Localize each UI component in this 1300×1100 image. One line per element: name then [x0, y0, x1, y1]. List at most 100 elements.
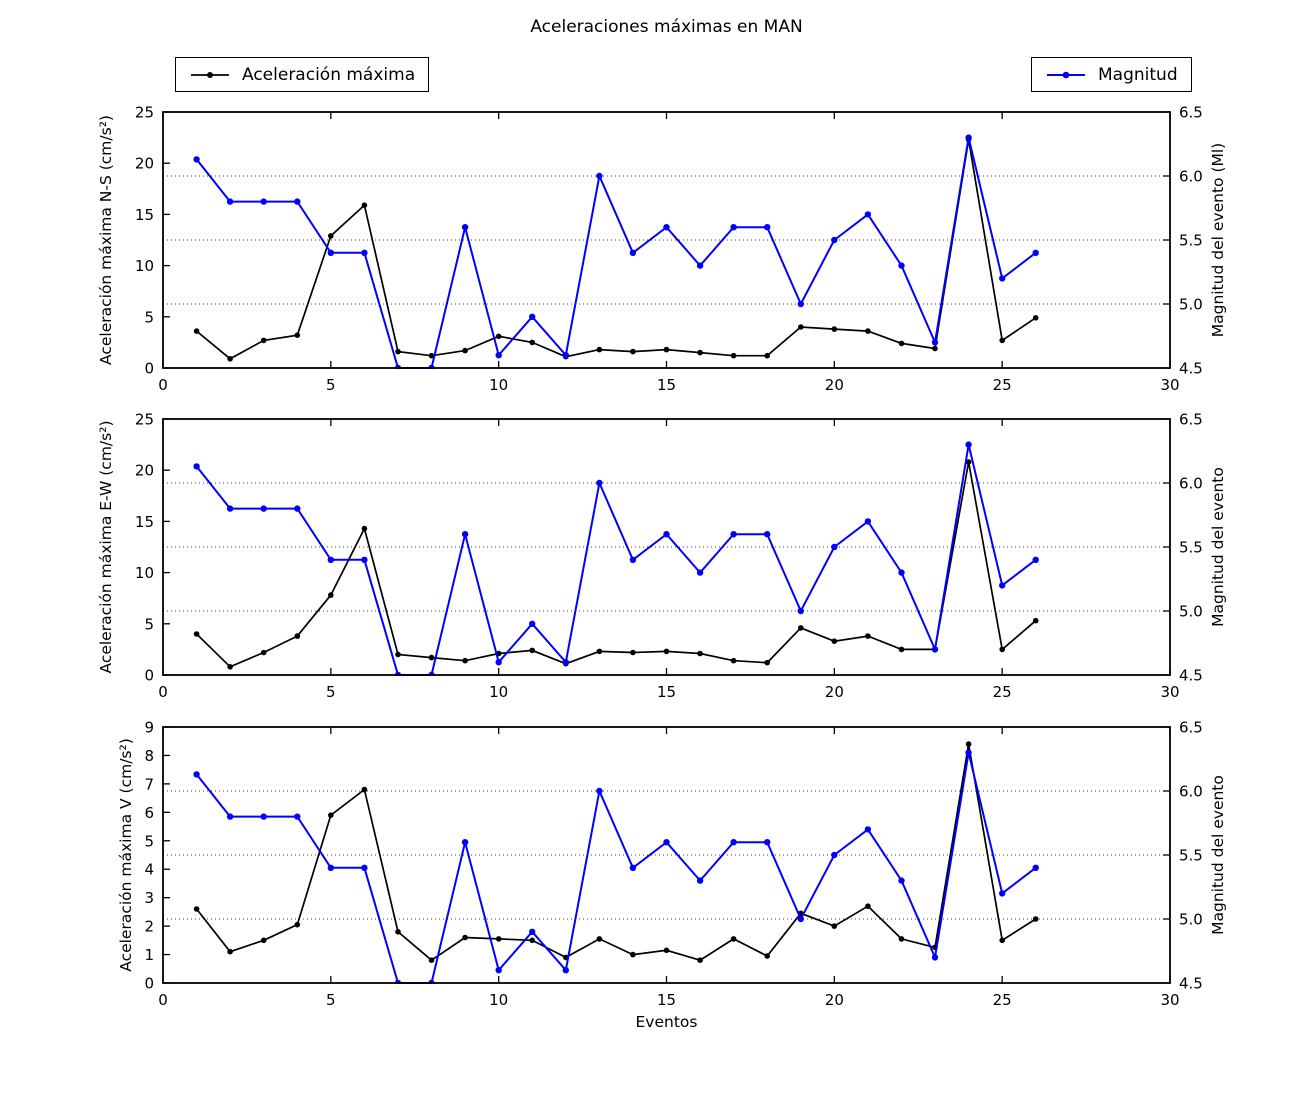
- data-point-marker: [999, 646, 1005, 653]
- data-point-marker: [697, 650, 703, 657]
- plot-frame: [162, 418, 1171, 676]
- y-tick-label-left: 10: [135, 257, 154, 275]
- y-axis-label-magnitud-3: Magnitud del evento: [1209, 775, 1227, 935]
- data-point-marker: [294, 813, 301, 820]
- x-tick-label: 15: [657, 683, 676, 701]
- data-point-marker: [226, 505, 234, 512]
- x-tick-label: 30: [1160, 991, 1179, 1009]
- data-point-marker: [630, 649, 636, 656]
- data-point-marker: [931, 646, 939, 653]
- data-point-marker: [898, 646, 905, 653]
- legend-aceleracion: Aceleración máxima: [175, 57, 430, 92]
- series-line: [195, 444, 1037, 676]
- data-point-marker: [1032, 916, 1039, 922]
- x-axis-label: Eventos: [635, 1013, 698, 1031]
- x-tick-label: 15: [657, 376, 676, 394]
- x-tick-label: 20: [825, 683, 844, 701]
- y-axis-label-magnitud-1: Magnitud del evento (Ml): [1209, 142, 1227, 338]
- x-tick-label: 5: [326, 683, 336, 701]
- data-point-marker: [797, 607, 804, 615]
- x-tick-label: 15: [657, 991, 676, 1009]
- data-point-marker: [529, 313, 536, 320]
- data-point-marker: [294, 921, 301, 928]
- data-point-marker: [730, 839, 737, 846]
- data-point-marker: [596, 936, 603, 942]
- y-tick-label-right: 5.5: [1179, 847, 1203, 865]
- data-point-marker: [361, 786, 368, 793]
- data-point-marker: [764, 659, 770, 666]
- data-point-marker: [663, 648, 670, 655]
- y-tick-label-left: 4: [144, 861, 154, 879]
- series-aceleracion: [193, 459, 1039, 670]
- y-tick-label-left: 2: [144, 918, 154, 936]
- data-point-marker: [898, 340, 905, 347]
- y-tick-label-right: 6.5: [1179, 411, 1203, 429]
- data-point-marker: [327, 556, 334, 563]
- series-aceleracion: [193, 741, 1039, 963]
- data-point-marker: [696, 569, 704, 576]
- data-point-marker: [462, 934, 468, 941]
- data-point-marker: [764, 531, 771, 538]
- data-point-marker: [495, 333, 502, 340]
- data-point-marker: [696, 262, 704, 269]
- data-point-marker: [361, 556, 368, 563]
- y-tick-label-right: 6.0: [1179, 475, 1203, 493]
- series-aceleracion: [193, 136, 1039, 362]
- series-line: [195, 743, 1037, 962]
- x-tick-label: 5: [326, 991, 336, 1009]
- data-point-marker: [730, 224, 737, 231]
- data-point-marker: [663, 839, 670, 846]
- y-tick-label-left: 0: [144, 667, 154, 685]
- data-point-marker: [596, 479, 603, 487]
- data-point-marker: [294, 198, 301, 205]
- data-point-marker: [1032, 315, 1039, 321]
- data-point-marker: [764, 224, 771, 231]
- data-point-marker: [831, 543, 838, 551]
- y-tick-label-left: 15: [135, 206, 154, 224]
- y-tick-label-left: 7: [144, 775, 154, 793]
- y-tick-label-left: 8: [144, 747, 154, 765]
- data-point-marker: [361, 864, 368, 871]
- data-point-marker: [865, 328, 871, 334]
- series-line: [195, 752, 1037, 984]
- data-point-marker: [294, 505, 301, 512]
- data-point-marker: [629, 556, 637, 563]
- data-point-marker: [495, 352, 502, 359]
- data-point-marker: [395, 651, 401, 658]
- data-point-marker: [663, 224, 670, 231]
- data-point-marker: [864, 826, 872, 833]
- data-point-marker: [931, 954, 939, 961]
- data-point-marker: [529, 339, 535, 346]
- data-point-marker: [328, 812, 334, 818]
- y-tick-label-right: 4.5: [1179, 667, 1203, 685]
- data-point-marker: [764, 953, 770, 959]
- y-axis-label-ew: Aceleración máxima E-W (cm/s²): [97, 420, 115, 674]
- x-tick-label: 25: [993, 376, 1012, 394]
- data-point-marker: [697, 957, 703, 963]
- data-point-marker: [965, 459, 972, 465]
- data-point-marker: [898, 569, 905, 576]
- data-point-marker: [227, 664, 233, 670]
- x-tick-label: 0: [158, 991, 168, 1009]
- y-tick-label-left: 25: [135, 411, 154, 429]
- subplot-1: 0 5 10 15 20 25 30 0 5 10 15 20 25 4.5 5.0 5.5 6.0 6.5: [135, 104, 1203, 395]
- subplot-3: 0 5 10 15 20 25 30 0 1 2 3 4 5 6 7 8 9 4.5 5.0 5.5 6.0 6.5: [144, 719, 1202, 1010]
- data-point-marker: [663, 346, 670, 353]
- legend-magnitud-label: Magnitud: [1098, 64, 1178, 85]
- data-point-marker: [596, 787, 603, 795]
- data-point-marker: [831, 923, 838, 929]
- data-point-marker: [361, 525, 368, 532]
- data-point-marker: [227, 356, 233, 362]
- y-tick-label-right: 6.0: [1179, 783, 1203, 801]
- data-point-marker: [260, 649, 267, 656]
- data-point-marker: [999, 275, 1006, 282]
- data-point-marker: [730, 352, 737, 359]
- data-point-marker: [562, 659, 569, 666]
- data-point-marker: [461, 531, 469, 538]
- x-tick-label: 10: [489, 376, 508, 394]
- data-point-marker: [461, 224, 469, 231]
- y-tick-label-left: 10: [135, 564, 154, 582]
- y-tick-label-left: 0: [144, 975, 154, 993]
- series-magnitud: [193, 134, 1039, 369]
- legend-magnitud: Magnitud: [1031, 57, 1192, 92]
